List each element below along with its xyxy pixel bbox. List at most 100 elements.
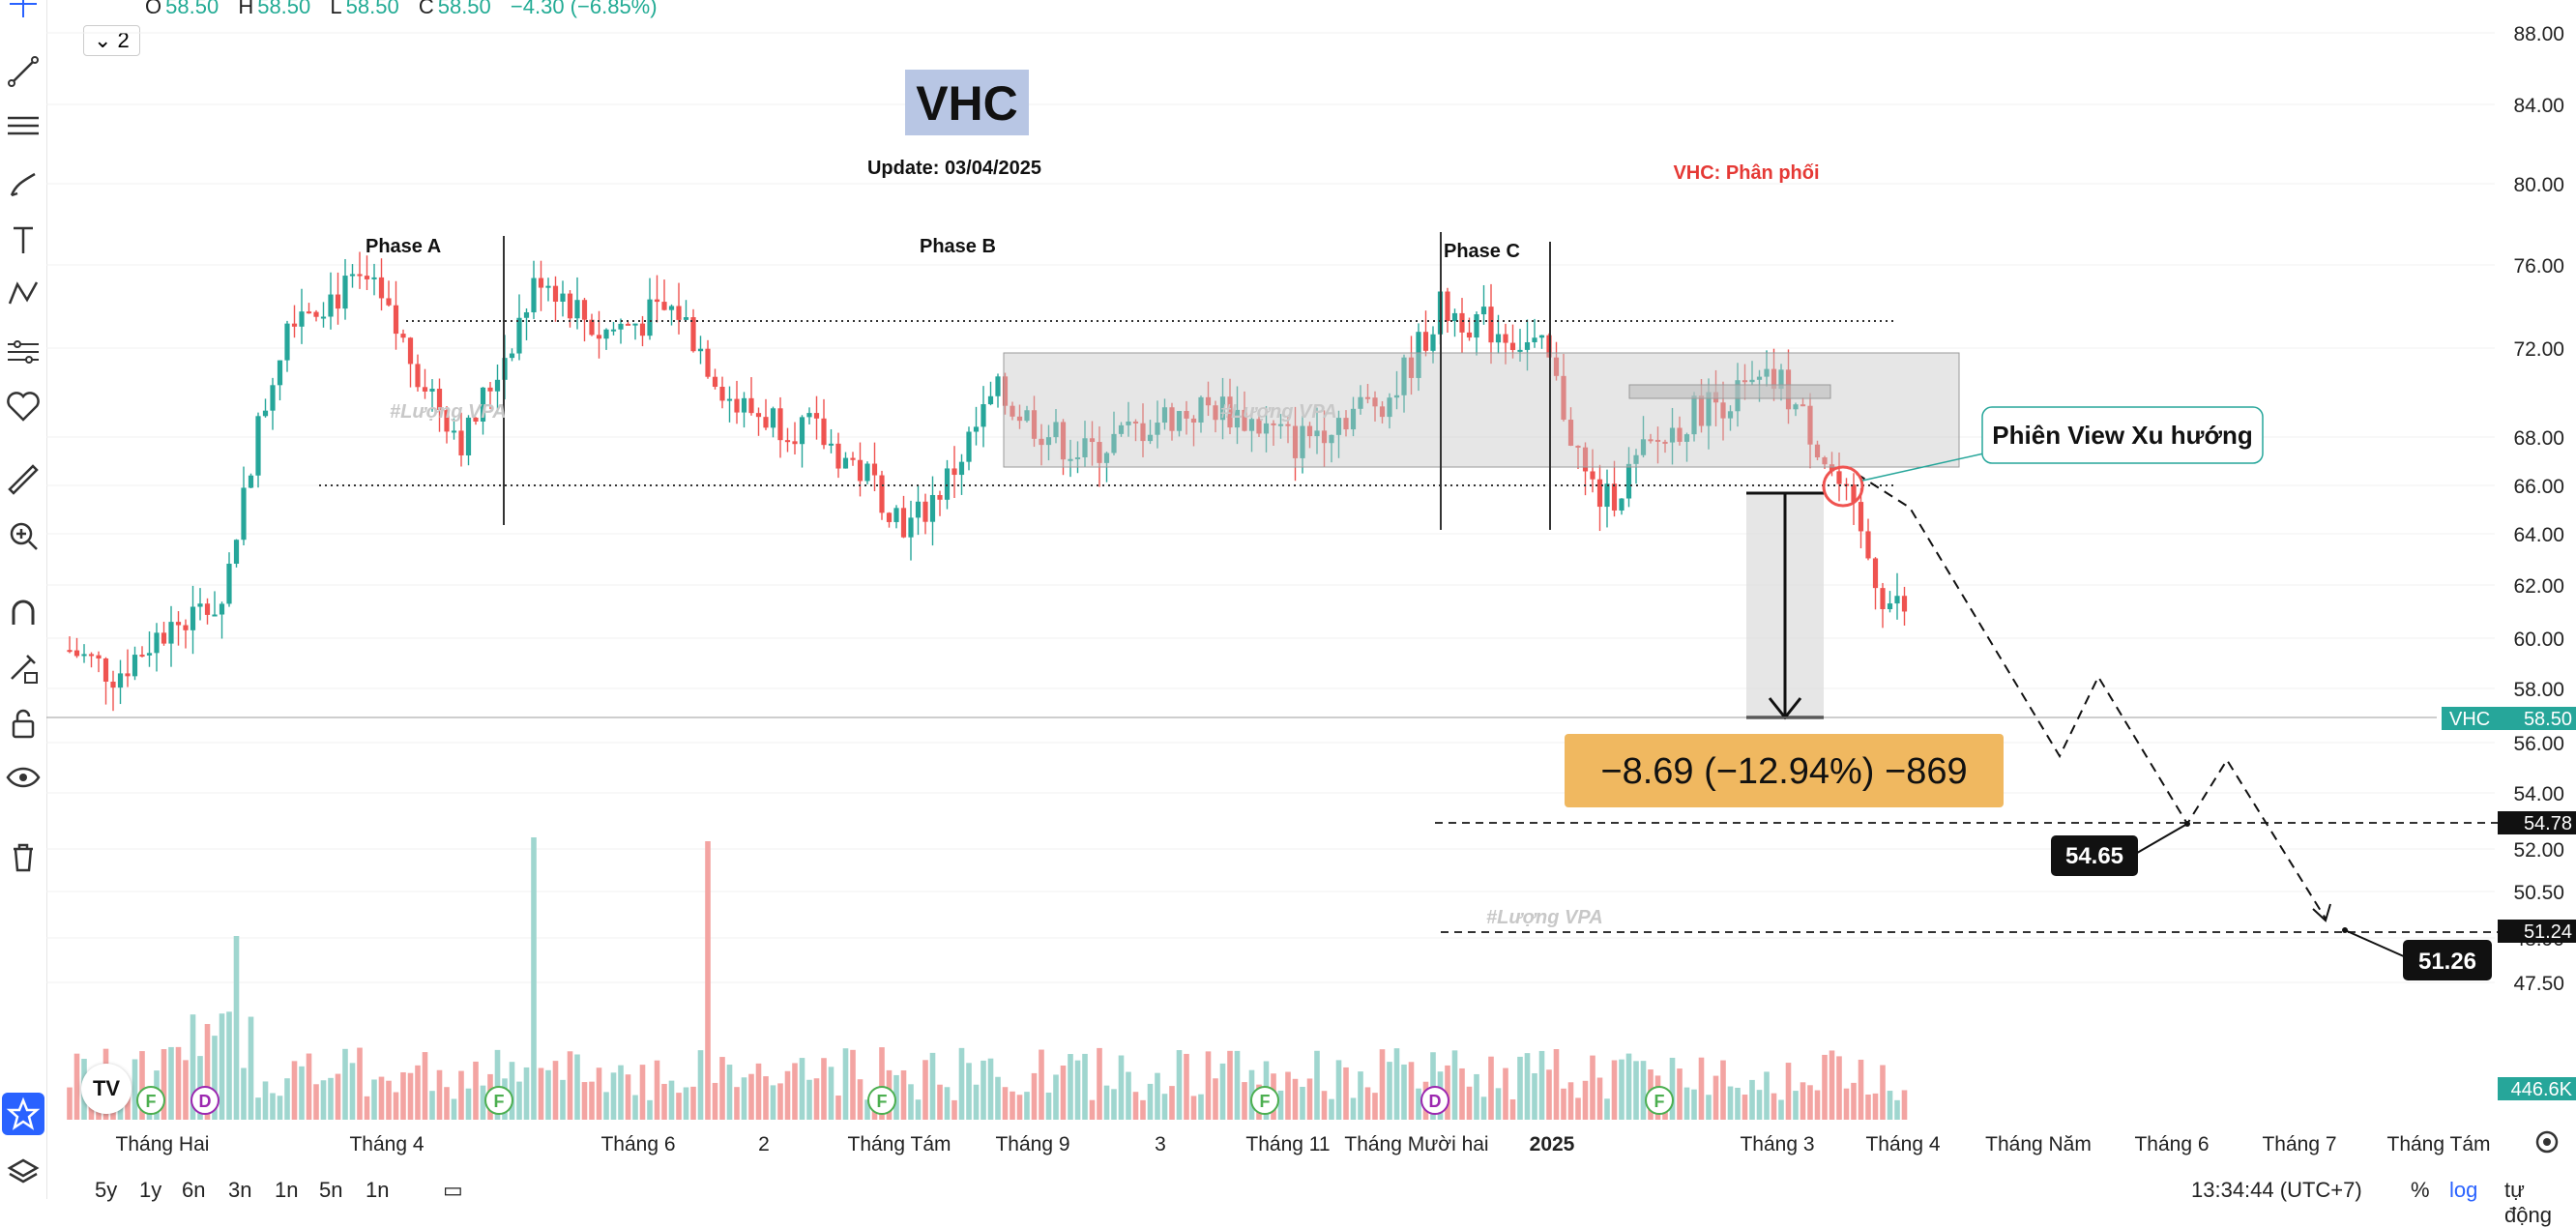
volume-bar bbox=[1546, 1069, 1552, 1120]
ohlc-high: 58.50 bbox=[257, 0, 311, 18]
text-icon[interactable] bbox=[2, 219, 44, 261]
candle-body bbox=[1771, 368, 1777, 390]
timeframe-5d[interactable]: 5n bbox=[319, 1178, 343, 1202]
volume-bar bbox=[1851, 1082, 1857, 1120]
volume-bar bbox=[1538, 1050, 1545, 1120]
timeframe-1d[interactable]: 1n bbox=[366, 1178, 390, 1202]
level-badge-2 bbox=[2498, 920, 2576, 943]
settings-icon[interactable] bbox=[2535, 1130, 2559, 1154]
volume-bar bbox=[806, 1079, 812, 1120]
volume-bar bbox=[712, 1082, 718, 1120]
brush-icon[interactable] bbox=[2, 162, 44, 205]
volume-bar bbox=[908, 1084, 914, 1120]
volume-bar bbox=[1314, 1050, 1320, 1120]
volume-bar bbox=[509, 1062, 515, 1120]
candle-body bbox=[473, 417, 479, 422]
candle-body bbox=[864, 463, 870, 482]
time-tick-label: Tháng Mười hai bbox=[1344, 1133, 1488, 1155]
target-point-1 bbox=[2184, 821, 2190, 827]
calendar-icon[interactable]: ▭ bbox=[443, 1178, 463, 1202]
candle-body bbox=[770, 408, 776, 428]
candle-body bbox=[1793, 404, 1799, 410]
candle-body bbox=[879, 475, 885, 513]
timeframe-6m[interactable]: 6n bbox=[182, 1178, 206, 1202]
eye-icon[interactable] bbox=[2, 756, 44, 799]
volume-bar bbox=[1633, 1061, 1639, 1120]
volume-badge bbox=[2498, 1077, 2576, 1100]
indicator-collapse-button[interactable]: ⌄ 2 bbox=[83, 25, 140, 56]
timeframe-1m[interactable]: 1n bbox=[275, 1178, 299, 1202]
time-tick-label: Tháng 4 bbox=[349, 1133, 424, 1155]
volume-bar bbox=[589, 1081, 595, 1120]
volume-bar bbox=[1872, 1093, 1879, 1120]
heart-icon[interactable] bbox=[2, 385, 44, 427]
candle-body bbox=[364, 276, 370, 279]
candle-body bbox=[378, 277, 385, 299]
volume-bar bbox=[349, 1063, 356, 1120]
candle-body bbox=[183, 625, 189, 630]
candle-body bbox=[1358, 396, 1363, 409]
auto-toggle[interactable]: tự động bbox=[2504, 1178, 2552, 1227]
volume-bar bbox=[400, 1071, 406, 1120]
candle-body bbox=[726, 398, 733, 401]
magnet-icon[interactable] bbox=[2, 592, 44, 634]
volume-bar bbox=[1480, 1096, 1487, 1120]
timeframe-5y[interactable]: 5y bbox=[95, 1178, 118, 1202]
volume-bar bbox=[864, 1099, 870, 1120]
volume-bar bbox=[552, 1061, 559, 1120]
candle-body bbox=[1306, 425, 1313, 437]
price-chart[interactable]: VHC Update: 03/04/2025 VHC: Phân phối Ph… bbox=[0, 0, 2576, 1168]
ruler-icon[interactable] bbox=[2, 458, 44, 501]
ohlc-low-label: L bbox=[330, 0, 342, 18]
candle-body bbox=[1285, 424, 1291, 426]
candle-body bbox=[1459, 312, 1465, 333]
pattern-icon[interactable] bbox=[2, 273, 44, 315]
volume-bar bbox=[1691, 1089, 1697, 1120]
volume-bar bbox=[73, 1053, 80, 1120]
volume-bar bbox=[1060, 1065, 1067, 1120]
volume-bar bbox=[929, 1052, 936, 1120]
trash-icon[interactable] bbox=[2, 835, 44, 878]
candle-body bbox=[1103, 453, 1110, 463]
timeframe-1y[interactable]: 1y bbox=[139, 1178, 162, 1202]
price-tick-label: 50.50 bbox=[2513, 882, 2564, 904]
callout-leader bbox=[1861, 452, 1989, 482]
timeframe-3m[interactable]: 3n bbox=[228, 1178, 252, 1202]
candle-body bbox=[306, 311, 312, 314]
clock[interactable]: 13:34:44 (UTC+7) bbox=[2191, 1178, 2362, 1202]
tradingview-logo[interactable]: TV bbox=[81, 1064, 132, 1114]
volume-bar bbox=[1089, 1099, 1096, 1120]
candle-body bbox=[1662, 441, 1668, 444]
volume-bar bbox=[944, 1087, 951, 1120]
update-date: Update: 03/04/2025 bbox=[867, 158, 1041, 179]
prediction-icon[interactable] bbox=[2, 331, 44, 373]
trend-line-tool[interactable] bbox=[2, 50, 44, 93]
candle-body bbox=[697, 348, 704, 352]
object-tree-icon[interactable] bbox=[2, 1151, 44, 1193]
lock-drawing-icon[interactable] bbox=[2, 646, 44, 688]
log-toggle[interactable]: log bbox=[2449, 1178, 2478, 1202]
volume-bar bbox=[545, 1069, 551, 1120]
favorites-star-icon[interactable] bbox=[2, 1093, 44, 1135]
volume-bar bbox=[364, 1096, 370, 1120]
lock-icon[interactable] bbox=[2, 702, 44, 745]
event-marker-circle bbox=[136, 1086, 165, 1115]
target-label-2: 51.26 bbox=[2418, 949, 2476, 975]
symbol-badge-price: 58.50 bbox=[2524, 709, 2572, 730]
candle-body bbox=[922, 501, 928, 522]
volume-bar bbox=[705, 841, 711, 1120]
candle-body bbox=[1053, 422, 1059, 438]
candle-body bbox=[1474, 314, 1479, 338]
percent-toggle[interactable]: % bbox=[2411, 1178, 2430, 1202]
ohlc-legend: O 58.50 H 58.50 L 58.50 C 58.50 −4.30 (−6.85… bbox=[145, 0, 661, 19]
candle-body bbox=[995, 376, 1001, 396]
target-label-box-1 bbox=[2051, 835, 2138, 876]
candle-body bbox=[1865, 531, 1871, 559]
candle-body bbox=[465, 417, 472, 455]
zoom-in-icon[interactable] bbox=[2, 514, 44, 557]
candle-body bbox=[1742, 380, 1748, 383]
time-tick-label: Tháng Tám bbox=[2387, 1133, 2491, 1155]
fib-retracement-icon[interactable] bbox=[2, 104, 44, 147]
crosshair-tool[interactable] bbox=[2, 0, 44, 25]
volume-bar bbox=[966, 1063, 972, 1120]
